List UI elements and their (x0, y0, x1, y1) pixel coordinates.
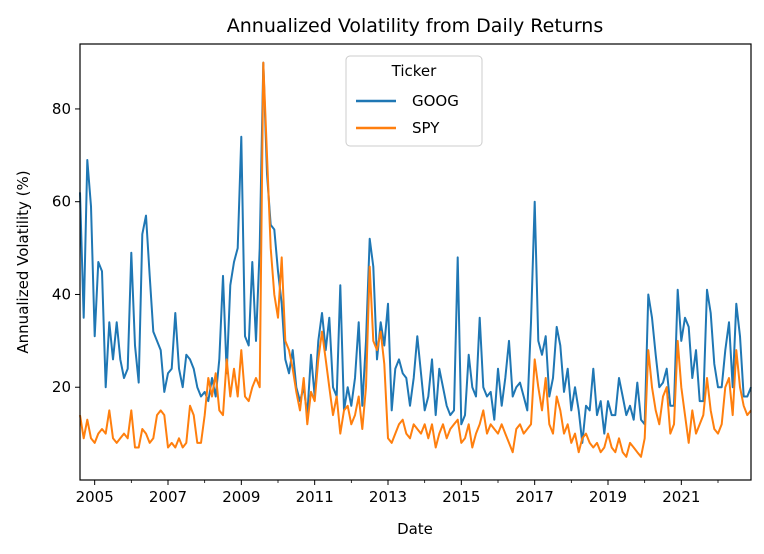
x-tick-label: 2005 (76, 488, 114, 506)
y-tick-label: 80 (52, 100, 71, 118)
legend-label-goog: GOOG (412, 92, 459, 110)
plot-frame (79, 43, 752, 481)
legend-label-spy: SPY (412, 119, 440, 137)
x-axis: 2005 2007 2009 2011 2013 2015 2017 2019 2021 (76, 480, 719, 506)
y-tick-label: 20 (52, 378, 71, 396)
series-line-spy (79, 61, 752, 458)
x-axis-title: Date (397, 520, 433, 538)
x-tick-label: 2019 (589, 488, 627, 506)
series-layer (79, 61, 752, 458)
x-tick-label: 2013 (369, 488, 407, 506)
legend-title: Ticker (391, 62, 437, 80)
legend-box (345, 55, 483, 147)
legend: Ticker GOOG SPY (345, 55, 483, 147)
x-tick-label: 2015 (442, 488, 480, 506)
y-axis: 20 40 60 80 (52, 100, 80, 396)
y-tick-label: 60 (52, 193, 71, 211)
series-line-goog (79, 61, 752, 444)
x-tick-label: 2021 (662, 488, 700, 506)
x-tick-label: 2017 (516, 488, 554, 506)
x-tick-label: 2011 (296, 488, 334, 506)
x-tick-label: 2009 (222, 488, 260, 506)
chart-title: Annualized Volatility from Daily Returns (227, 15, 604, 37)
x-tick-label: 2007 (149, 488, 187, 506)
y-tick-label: 40 (52, 285, 71, 303)
y-axis-title: Annualized Volatility (%) (14, 170, 32, 353)
